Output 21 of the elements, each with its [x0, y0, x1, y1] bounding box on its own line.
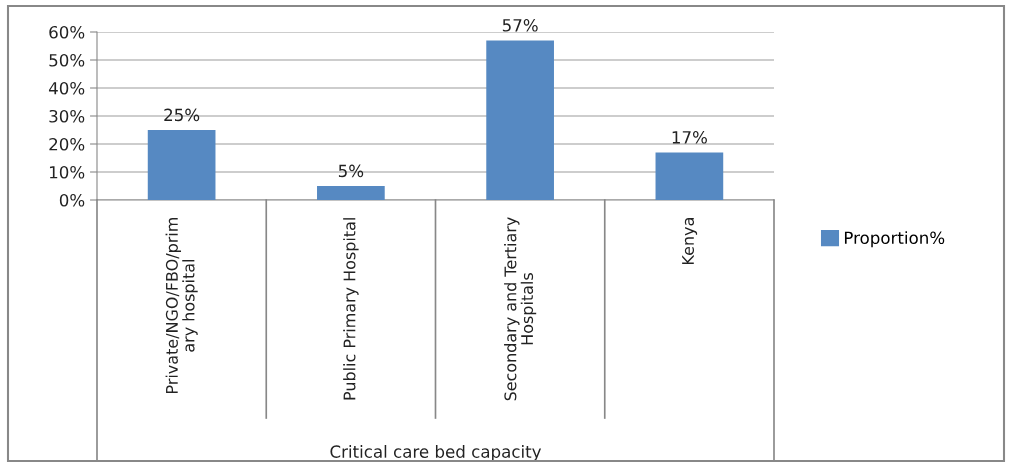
- data-label: 5%: [338, 164, 364, 178]
- y-tick-label: 20%: [49, 137, 85, 151]
- x-tick-label: Secondary and Tertiary Hospitals: [504, 217, 537, 401]
- y-tick-label: 10%: [49, 165, 85, 179]
- x-tick-label: Private/NGO/FBO/prim ary hospital: [165, 218, 198, 393]
- y-tick-label: 40%: [48, 81, 85, 95]
- bar: [655, 152, 724, 200]
- bar: [317, 186, 385, 200]
- data-label: 57%: [502, 19, 538, 32]
- y-tick-label: 30%: [49, 109, 85, 123]
- y-tick-label: 60%: [49, 25, 85, 39]
- bar: [486, 40, 554, 200]
- data-label: 17%: [672, 131, 707, 144]
- y-tick-label: 0%: [59, 193, 85, 207]
- x-axis-title: Critical care bed capacity: [330, 445, 542, 462]
- legend-label: Proportion%: [844, 231, 945, 248]
- x-tick-label: Kenya: [682, 218, 698, 264]
- x-tick-label: Public Primary Hospital: [343, 218, 359, 400]
- data-label: 25%: [164, 108, 200, 122]
- bar: [147, 130, 216, 200]
- y-tick-label: 50%: [49, 53, 85, 67]
